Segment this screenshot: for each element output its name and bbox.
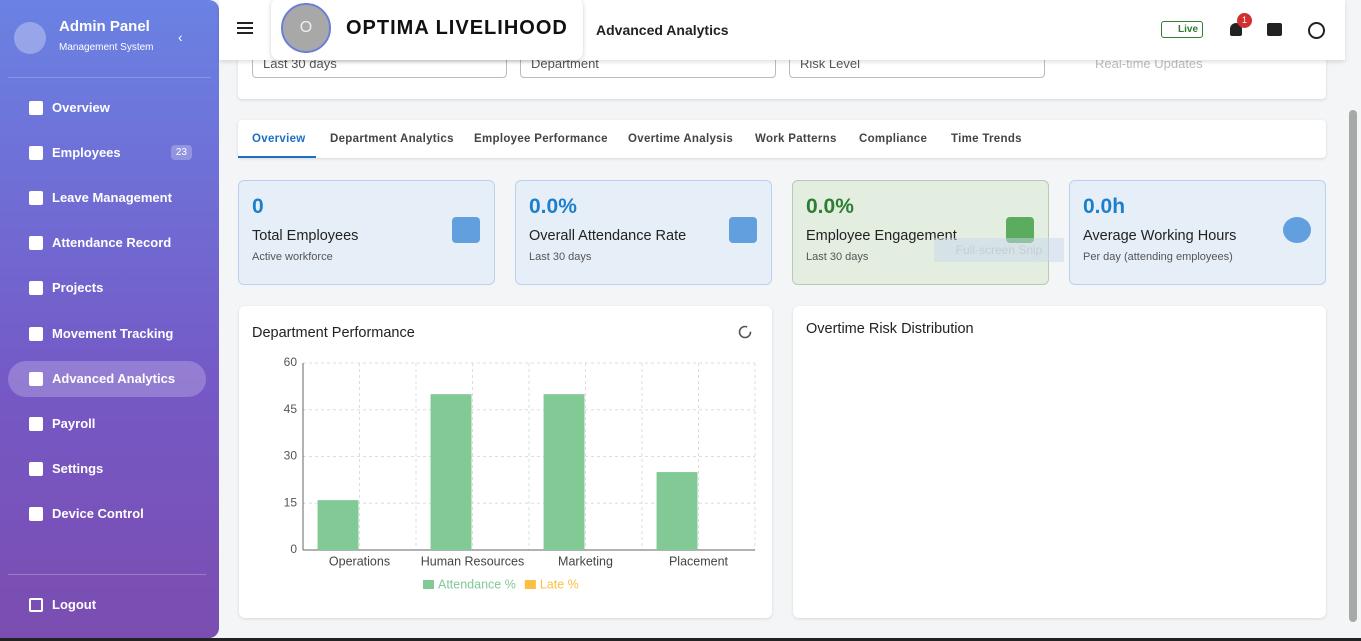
menu-button[interactable] xyxy=(237,22,253,24)
nav-icon xyxy=(29,191,43,206)
tab[interactable]: Work Patterns xyxy=(755,133,837,145)
nav-icon xyxy=(29,506,43,521)
stat-value: 0.0% xyxy=(806,195,854,218)
nav-item[interactable]: Leave Management xyxy=(8,180,206,216)
sidebar: Admin Panel Management System ‹ Overview… xyxy=(0,0,219,638)
nav-label: Projects xyxy=(52,280,104,296)
logout-label: Logout xyxy=(52,597,97,612)
stat-icon xyxy=(1283,217,1311,243)
panel-title: Overtime Risk Distribution xyxy=(806,321,974,337)
nav-icon xyxy=(29,371,43,386)
stat-sub: Last 30 days xyxy=(529,251,592,263)
nav-icon xyxy=(29,416,43,431)
stat-label: Average Working Hours xyxy=(1083,228,1237,244)
stat-icon xyxy=(452,217,480,243)
divider xyxy=(8,77,211,78)
profile[interactable] xyxy=(1308,22,1325,39)
stat-label: Employee Engagement xyxy=(806,228,957,244)
nav-icon xyxy=(29,146,43,161)
stat-label: Total Employees xyxy=(252,228,359,244)
tab[interactable]: Department Analytics xyxy=(330,133,454,145)
nav-item[interactable]: Projects xyxy=(8,270,206,306)
nav-item[interactable]: Advanced Analytics xyxy=(8,360,206,397)
nav-label: Device Control xyxy=(52,505,144,521)
stat-card: 0.0h Average Working Hours Per day (attend… xyxy=(1069,180,1326,285)
stat-value: 0.0% xyxy=(529,195,577,218)
nav-item[interactable]: Device Control xyxy=(8,496,206,532)
tab-indicator xyxy=(238,156,316,158)
overlay: Full-screen Snip xyxy=(934,238,1064,262)
nav-label: Leave Management xyxy=(52,190,172,206)
stat-value: 0 xyxy=(252,195,264,218)
nav-label: Payroll xyxy=(52,415,96,431)
nav-icon xyxy=(29,101,43,115)
nav-item[interactable]: Movement Tracking xyxy=(8,316,206,352)
nav-label: Settings xyxy=(52,460,104,476)
stat-card: 0.0% Overall Attendance Rate Last 30 days xyxy=(515,180,772,285)
nav-icon xyxy=(29,281,43,296)
messages[interactable] xyxy=(1267,23,1282,36)
page-title: Advanced Analytics xyxy=(596,22,729,38)
nav-item[interactable]: Settings xyxy=(8,451,206,487)
taskbar-edge xyxy=(0,638,1361,641)
nav-icon xyxy=(29,326,43,341)
tab[interactable]: Employee Performance xyxy=(474,133,608,145)
stat-sub: Per day (attending employees) xyxy=(1083,251,1233,263)
tab[interactable]: Compliance xyxy=(859,133,928,145)
nav-label: Advanced Analytics xyxy=(52,370,176,386)
stat-icon xyxy=(729,217,757,243)
tab-bar xyxy=(238,120,1326,158)
logout[interactable]: Logout xyxy=(8,587,206,623)
nav-item[interactable]: Payroll xyxy=(8,406,206,442)
logout-icon xyxy=(29,598,43,612)
stat-card: 0 Total Employees Active workforce xyxy=(238,180,495,285)
collapse-button[interactable]: ‹ xyxy=(178,29,183,45)
sidebar-subtitle: Management System xyxy=(59,42,154,53)
divider xyxy=(8,574,206,575)
scrollbar xyxy=(1349,110,1357,622)
logo: O xyxy=(281,3,331,53)
logo-box: O OPTIMA LIVELIHOOD xyxy=(271,0,583,60)
tab[interactable]: Overview xyxy=(252,133,306,145)
nav-badge: 23 xyxy=(170,145,192,161)
tab[interactable]: Overtime Analysis xyxy=(628,133,734,145)
sidebar-title: Admin Panel xyxy=(59,18,150,35)
nav-label: Attendance Record xyxy=(52,235,172,251)
risk-panel xyxy=(793,306,1326,618)
header: O OPTIMA LIVELIHOOD Advanced Analytics L… xyxy=(219,0,1345,60)
stat-sub: Last 30 days xyxy=(806,251,869,263)
nav-label: Overview xyxy=(52,100,110,115)
nav-label: Movement Tracking xyxy=(52,325,174,341)
stat-label: Overall Attendance Rate xyxy=(529,228,687,244)
live-chip: Live xyxy=(1161,21,1204,38)
nav-label: Employees xyxy=(52,145,121,161)
nav-icon xyxy=(29,461,43,476)
nav-item[interactable]: Attendance Record xyxy=(8,225,206,261)
brand: OPTIMA LIVELIHOOD xyxy=(346,17,568,39)
nav-item[interactable]: Overview xyxy=(8,90,206,126)
chart-panel xyxy=(239,306,772,618)
app-icon xyxy=(14,22,46,54)
notification-badge: 1 xyxy=(1237,13,1252,28)
stat-card: 0.0% Employee Engagement Last 30 days xyxy=(792,180,1049,285)
stat-value: 0.0h xyxy=(1083,195,1126,218)
nav-item[interactable]: Employees 23 xyxy=(8,135,206,171)
nav-icon xyxy=(29,236,43,251)
stat-sub: Active workforce xyxy=(252,251,333,263)
tab[interactable]: Time Trends xyxy=(951,133,1022,145)
